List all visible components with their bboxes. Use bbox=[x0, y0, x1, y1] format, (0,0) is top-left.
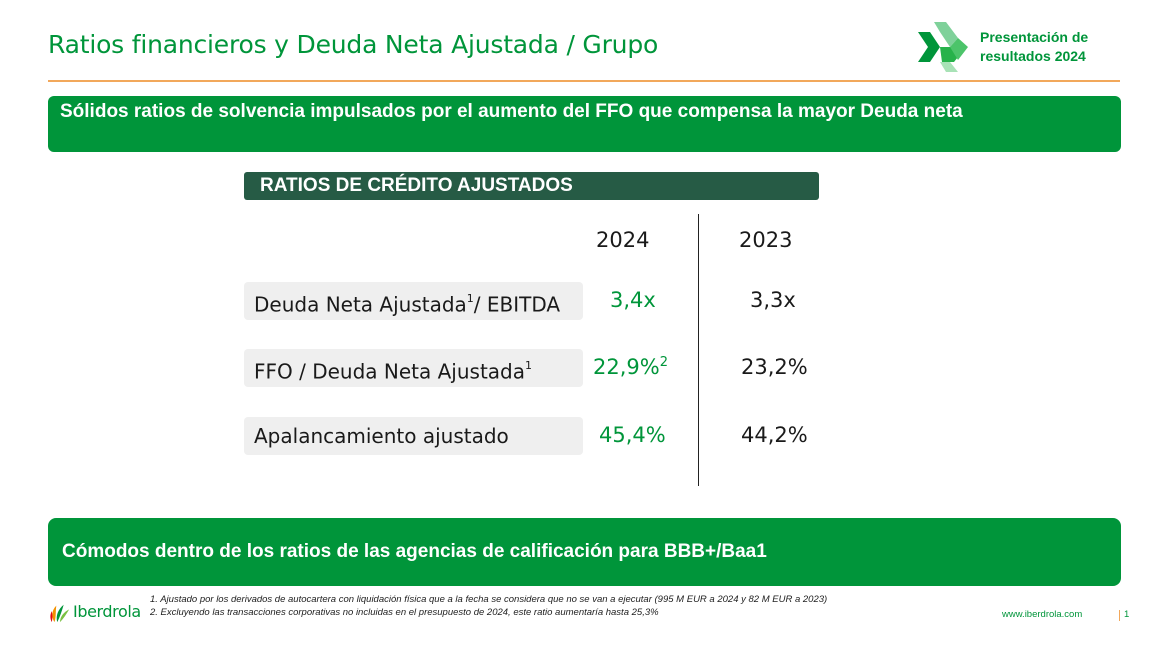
footnote-ref: 2 bbox=[659, 355, 668, 370]
footnote-ref: 1 bbox=[525, 359, 532, 372]
ratio-label-text: FFO / Deuda Neta Ajustada bbox=[254, 359, 525, 384]
ratio-value-2024-ffo-debt: 22,9%2 bbox=[593, 355, 668, 379]
page-number: 1 bbox=[1124, 609, 1130, 620]
ratio-value-2023-leverage: 44,2% bbox=[741, 423, 808, 447]
ratio-label-debt-ebitda: Deuda Neta Ajustada1/ EBITDA bbox=[244, 282, 583, 320]
ratio-value-2023-debt-ebitda: 3,3x bbox=[750, 288, 796, 312]
section-title: RATIOS DE CRÉDITO AJUSTADOS bbox=[244, 172, 819, 200]
brand-line-1: Presentación de bbox=[980, 29, 1089, 45]
iberdrola-leaves-icon bbox=[50, 604, 70, 623]
ratio-value-2023-ffo-debt: 23,2% bbox=[741, 355, 808, 379]
presentation-brand: Presentación de resultados 2024 bbox=[914, 20, 1114, 74]
ratio-label-suffix: / EBITDA bbox=[473, 292, 561, 317]
ratio-label-text: Apalancamiento ajustado bbox=[254, 424, 509, 448]
slide-title: Ratios financieros y Deuda Neta Ajustada… bbox=[48, 30, 659, 59]
iberdrola-logo-text: Iberdrola bbox=[73, 602, 141, 621]
footnote-2: 2. Excluyendo las transacciones corporat… bbox=[150, 607, 659, 618]
ratio-label-text: Deuda Neta Ajustada bbox=[254, 292, 467, 317]
footnote-1: 1. Ajustado por los derivados de autocar… bbox=[150, 594, 828, 605]
ratio-label-leverage: Apalancamiento ajustado bbox=[244, 417, 583, 455]
website-link[interactable]: www.iberdrola.com bbox=[1002, 609, 1083, 620]
year-2023-header: 2023 bbox=[739, 228, 793, 252]
page-separator bbox=[1119, 610, 1120, 621]
headline-banner: Sólidos ratios de solvencia impulsados p… bbox=[48, 96, 1121, 152]
header-divider bbox=[48, 80, 1120, 82]
footnote-ref: 1 bbox=[466, 292, 474, 305]
rating-banner: Cómodos dentro de los ratios de las agen… bbox=[48, 518, 1121, 586]
ratio-value-2024-debt-ebitda: 3,4x bbox=[610, 288, 656, 312]
footnotes: 1. Ajustado por los derivados de autocar… bbox=[150, 593, 827, 619]
ratio-value-2024-leverage: 45,4% bbox=[599, 423, 666, 447]
year-2024-header: 2024 bbox=[596, 228, 650, 252]
brand-line-2: resultados 2024 bbox=[980, 48, 1086, 64]
ratio-label-ffo-debt: FFO / Deuda Neta Ajustada1 bbox=[244, 349, 583, 387]
column-divider bbox=[698, 214, 699, 486]
double-chevron-icon bbox=[918, 22, 968, 72]
